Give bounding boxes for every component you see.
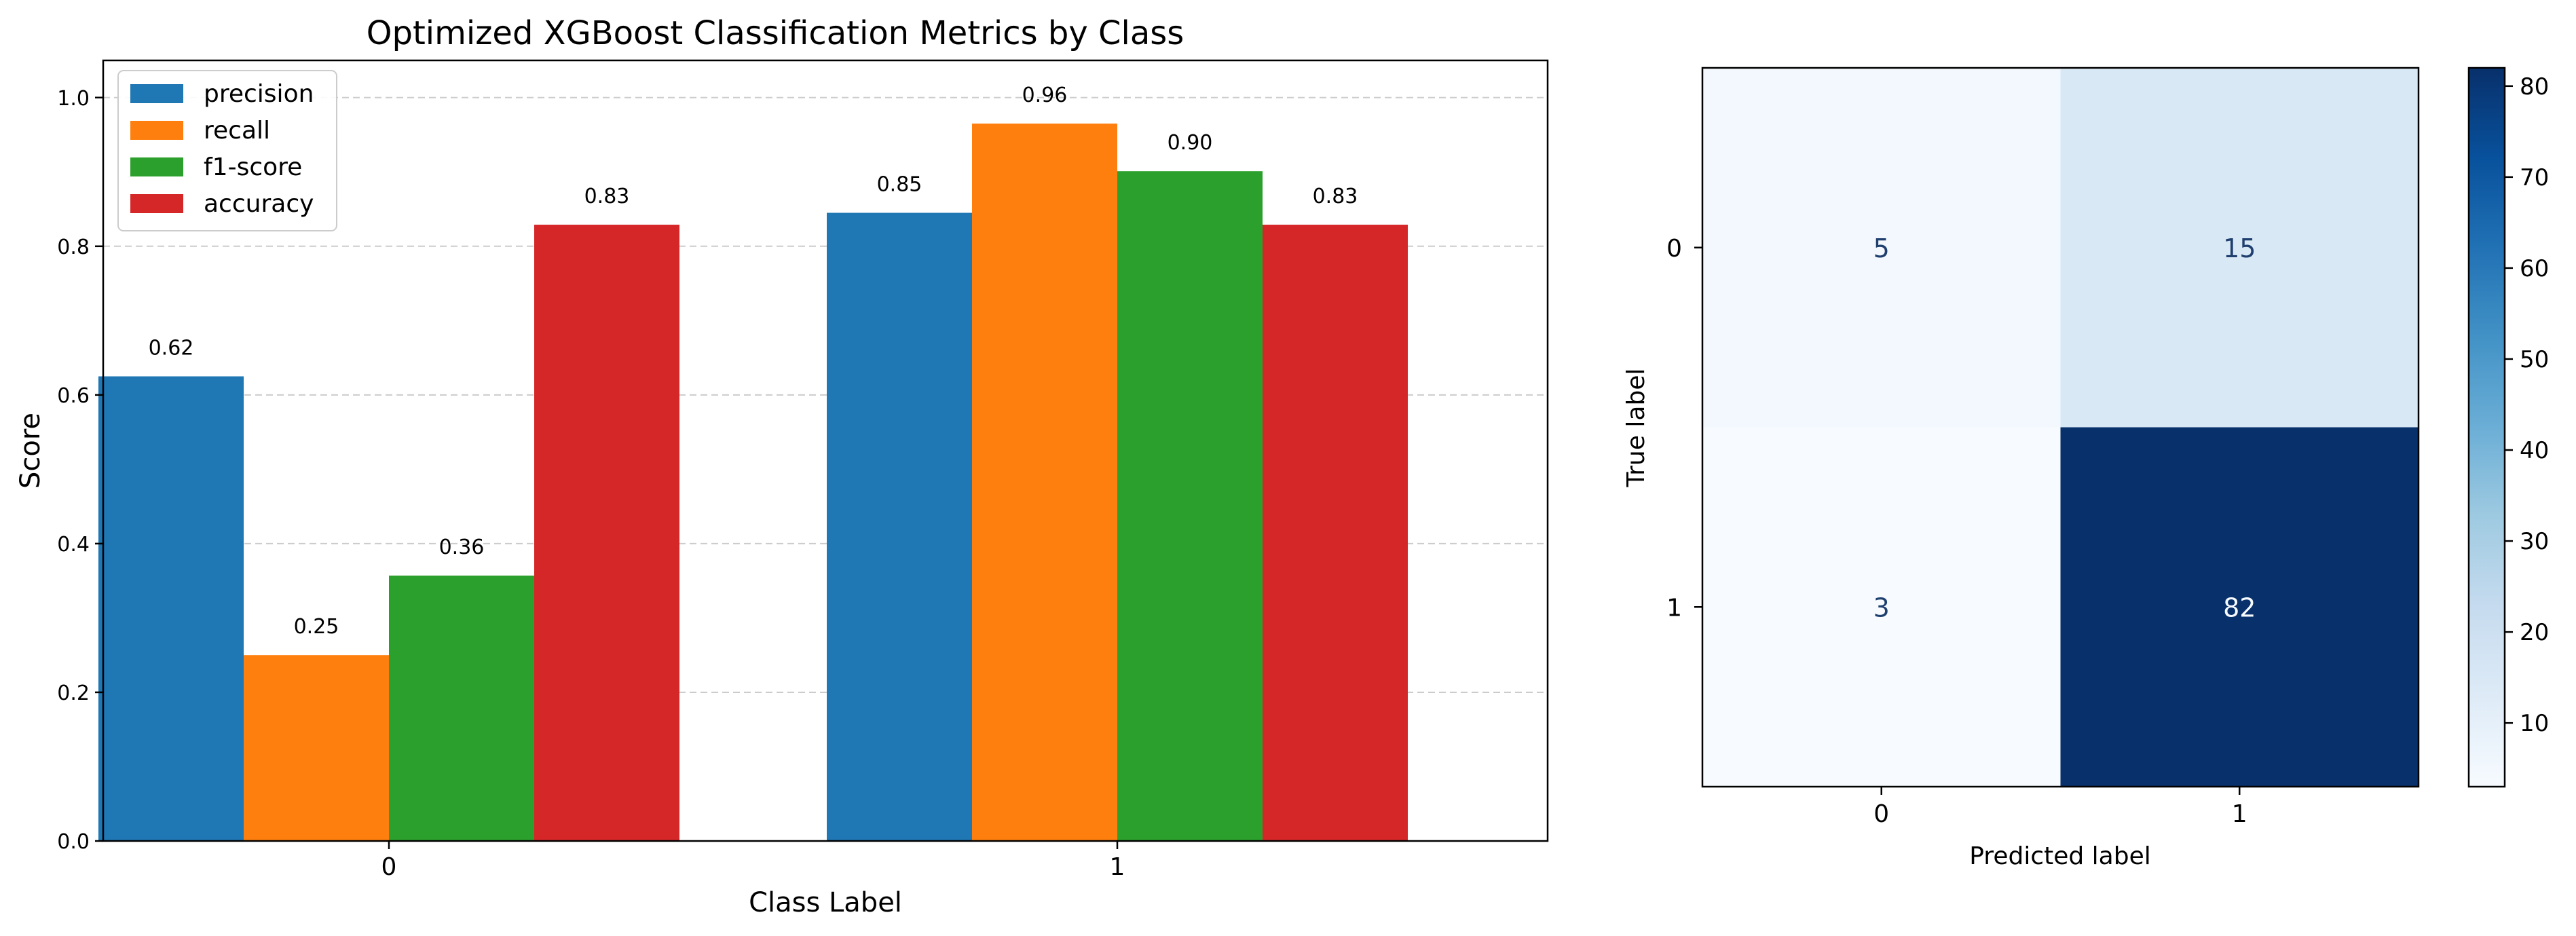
bar-value-label: 0.96 [1022, 83, 1068, 107]
legend-label-accuracy: accuracy [204, 190, 314, 218]
colorbar-tick-label: 10 [2520, 710, 2549, 737]
y-tick-label: 0.6 [57, 384, 90, 408]
colorbar-tick-label: 40 [2520, 437, 2549, 464]
confusion-matrix: 5 153 82 0 101 Predicted label True label 1… [1622, 67, 2549, 870]
x-tick-label: 1 [1110, 853, 1125, 881]
bar-accuracy-class-1 [1263, 225, 1408, 841]
bar-f1-score-class-1 [1117, 171, 1263, 841]
bars [98, 124, 1408, 842]
legend-swatch-recall [130, 121, 183, 140]
bar-precision-class-0 [98, 376, 244, 841]
colorbar-tick-label: 50 [2520, 346, 2549, 373]
legend-label-f1-score: f1-score [204, 153, 302, 181]
colorbar-tick-label: 80 [2520, 73, 2549, 100]
y-tick-label: 0.4 [57, 533, 90, 557]
bar-recall-class-0 [244, 655, 389, 841]
matrix-ticks: 0 1 0 1 [1666, 235, 2247, 828]
bar-accuracy-class-0 [534, 225, 679, 841]
matrix-cell-1-1 [2060, 427, 2419, 787]
matrix-frame [1701, 67, 2420, 788]
bar-chart-title: Optimized XGBoost Classification Metrics… [367, 14, 1184, 52]
legend-box [117, 70, 337, 231]
legend-swatch-precision [130, 84, 183, 103]
predicted-tick-label: 1 [2232, 800, 2247, 828]
colorbar-tick-label: 20 [2520, 619, 2549, 646]
bar-value-label: 0.83 [1313, 185, 1358, 208]
x-axis-label: Class Label [749, 887, 902, 918]
predicted-tick-label: 0 [1873, 800, 1889, 828]
matrix-value: 5 [1873, 233, 1890, 263]
bar-value-label: 0.36 [439, 536, 485, 559]
bar-f1-score-class-0 [389, 576, 534, 841]
y-tick-label: 0.2 [57, 681, 90, 705]
true-label-axis: True label [1622, 369, 1650, 488]
matrix-cell-1-0 [1702, 427, 2061, 787]
y-tick-label: 0.8 [57, 236, 90, 259]
colorbar: 10 20 30 40 50 60 70 80 [2467, 67, 2549, 788]
bar-value-label: 0.90 [1168, 131, 1213, 155]
bar-value-label: 0.83 [584, 185, 630, 208]
colorbar-gradient [2467, 67, 2506, 788]
y-tick-label: 1.0 [57, 87, 90, 111]
legend-label-recall: recall [204, 117, 270, 145]
matrix-cell-0-1 [2060, 68, 2419, 428]
true-tick-label: 0 [1666, 235, 1682, 263]
matrix-cell-0-0 [1702, 68, 2061, 428]
legend: precision recall f1-score accuracy [117, 70, 337, 231]
bar-value-label: 0.85 [877, 173, 922, 197]
x-tick-label: 0 [381, 853, 397, 881]
colorbar-tick-label: 60 [2520, 255, 2549, 282]
colorbar-ticks: 10 20 30 40 50 60 70 80 [2505, 73, 2549, 737]
matrix-value: 82 [2223, 593, 2256, 622]
true-tick-label: 1 [1666, 594, 1682, 622]
legend-swatch-accuracy [130, 194, 183, 213]
matrix-cells: 5 15 3 82 [1702, 68, 2419, 787]
y-axis-label: Score [15, 413, 46, 489]
colorbar-tick-label: 30 [2520, 528, 2549, 555]
matrix-value: 15 [2223, 233, 2256, 263]
colorbar-tick-label: 70 [2520, 164, 2549, 191]
bar-chart: Optimized XGBoost Classification Metrics… [15, 14, 1549, 918]
y-axis-ticks: 0.0 0.2 0.4 0.6 0.8 1.0 [57, 87, 103, 854]
plot-frame [102, 59, 1549, 842]
bar-precision-class-1 [827, 212, 972, 841]
legend-label-precision: precision [204, 80, 314, 108]
matrix-value: 3 [1873, 593, 1890, 622]
bar-value-label: 0.25 [294, 615, 339, 639]
legend-swatch-f1-score [130, 157, 183, 176]
bar-value-label: 0.62 [149, 336, 194, 360]
bar-value-labels: 0.62 0.25 0.36 0.83 0.85 0.96 0.90 0.83 [149, 83, 1358, 639]
y-tick-label: 0.0 [57, 830, 90, 854]
bar-recall-class-1 [972, 124, 1117, 842]
predicted-label-axis: Predicted label [1969, 842, 2151, 870]
